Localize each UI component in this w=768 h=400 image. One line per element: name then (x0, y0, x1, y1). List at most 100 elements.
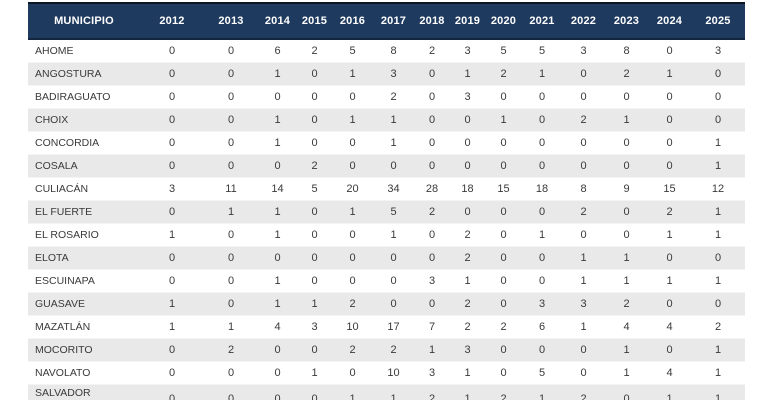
value-cell: 1 (714, 344, 722, 356)
year-column-header: 2021 (522, 2, 562, 40)
value-cell: 0 (227, 160, 235, 172)
value-cell: 0 (349, 367, 356, 379)
value-cell: 2 (390, 91, 397, 103)
municipality-name: MAZATLÁN (35, 321, 91, 333)
value-cell: 2 (390, 344, 397, 356)
value-cell: 0 (349, 91, 356, 103)
municipality-name: CHOIX (35, 114, 69, 126)
value-cell: 8 (580, 183, 587, 195)
value-cell: 0 (623, 393, 630, 400)
value-cell: 1 (349, 206, 356, 218)
value-cell: 5 (311, 183, 318, 195)
value-cell: 2 (623, 298, 630, 310)
municipality-name: GUASAVE (35, 298, 85, 310)
year-column-header: 2012 (140, 2, 204, 40)
value-cell: 0 (623, 137, 630, 149)
year-column-header: 2015 (297, 2, 332, 40)
value-cell: 1 (538, 229, 546, 241)
value-cell: 15 (663, 183, 676, 195)
value-cell: 0 (714, 298, 722, 310)
value-cell: 1 (464, 393, 471, 400)
value-cell: 12 (711, 183, 725, 195)
value-cell: 0 (227, 252, 235, 264)
header-row: MUNICIPIO 2012 2013 2014 2015 2016 2017 2018 201… (28, 2, 745, 40)
value-cell: 0 (580, 137, 587, 149)
value-cell: 3 (580, 45, 587, 57)
value-cell: 2 (227, 344, 235, 356)
value-cell: 2 (349, 344, 356, 356)
year-column-header: 2018 (414, 2, 450, 40)
value-cell: 0 (311, 275, 318, 287)
value-cell: 0 (623, 229, 630, 241)
value-cell: 1 (714, 393, 722, 400)
value-cell: 1 (349, 393, 356, 400)
value-cell: 3 (464, 91, 471, 103)
municipality-name: SALVADOR ALVARADO (35, 387, 91, 400)
year-column-header: 2025 (691, 2, 745, 40)
value-cell: 0 (666, 160, 673, 172)
value-cell: 0 (274, 344, 281, 356)
value-cell: 0 (538, 114, 546, 126)
value-cell: 1 (464, 275, 471, 287)
table-row: ANGOSTURA 0 0 1 0 1 3 0 1 2 1 0 2 1 0 (28, 62, 745, 86)
value-cell: 0 (227, 91, 235, 103)
value-cell: 0 (500, 160, 507, 172)
value-cell: 1 (714, 160, 722, 172)
value-cell: 0 (580, 91, 587, 103)
value-cell: 20 (346, 183, 359, 195)
value-cell: 2 (500, 68, 507, 80)
table-row: GUASAVE 1 0 1 1 2 0 0 2 0 3 3 2 0 0 (28, 292, 745, 316)
value-cell: 1 (227, 206, 235, 218)
municipality-name: AHOME (35, 45, 74, 57)
value-cell: 10 (346, 321, 359, 333)
table-row: SALVADOR ALVARADO 0 0 0 0 1 1 2 1 2 1 2 0 1 1 (28, 384, 745, 400)
value-cell: 0 (538, 160, 546, 172)
year-column-header: 2016 (332, 2, 373, 40)
municipality-name: CULIACÁN (35, 183, 89, 195)
value-cell: 2 (464, 298, 471, 310)
value-cell: 0 (538, 252, 546, 264)
municipality-name: ESCUINAPA (35, 275, 95, 287)
value-cell: 0 (428, 298, 436, 310)
value-cell: 1 (349, 114, 356, 126)
value-cell: 2 (666, 206, 673, 218)
table-row: CULIACÁN 3 11 14 5 20 34 28 18 15 18 8 9 15 12 (28, 178, 745, 201)
value-cell: 3 (464, 344, 471, 356)
value-cell: 2 (428, 45, 436, 57)
value-cell: 0 (580, 367, 587, 379)
value-cell: 3 (390, 68, 397, 80)
value-cell: 1 (714, 275, 722, 287)
municipality-year-table: MUNICIPIO 2012 2013 2014 2015 2016 2017 2018 201… (28, 2, 745, 400)
municipality-name: BADIRAGUATO (35, 91, 111, 103)
value-cell: 6 (274, 45, 281, 57)
municipality-name: EL FUERTE (35, 206, 93, 218)
value-cell: 2 (580, 114, 587, 126)
value-cell: 4 (666, 367, 673, 379)
value-cell: 18 (535, 183, 549, 195)
value-cell: 2 (464, 252, 471, 264)
value-cell: 9 (623, 183, 630, 195)
value-cell: 0 (580, 229, 587, 241)
value-cell: 0 (311, 229, 318, 241)
value-cell: 1 (274, 114, 281, 126)
value-cell: 7 (428, 321, 436, 333)
table-row: CONCORDIA 0 0 1 0 0 1 0 0 0 0 0 0 0 1 (28, 132, 745, 155)
value-cell: 0 (464, 137, 471, 149)
value-cell: 1 (311, 367, 318, 379)
table-row: COSALA 0 0 0 2 0 0 0 0 0 0 0 0 0 1 (28, 154, 745, 178)
value-cell: 2 (428, 393, 436, 400)
value-cell: 0 (580, 344, 587, 356)
value-cell: 4 (666, 321, 673, 333)
value-cell: 1 (623, 252, 630, 264)
value-cell: 3 (428, 367, 436, 379)
table-row: ELOTA 0 0 0 0 0 0 0 2 0 0 1 1 0 0 (28, 246, 745, 270)
value-cell: 0 (227, 45, 235, 57)
table-row: MAZATLÁN 1 1 4 3 10 17 7 2 2 6 1 4 4 2 (28, 316, 745, 339)
value-cell: 2 (349, 298, 356, 310)
table-row: ESCUINAPA 0 0 1 0 0 0 3 1 0 0 1 1 1 1 (28, 270, 745, 293)
value-cell: 1 (580, 321, 587, 333)
value-cell: 0 (168, 206, 176, 218)
value-cell: 1 (714, 206, 722, 218)
value-cell: 0 (428, 68, 436, 80)
value-cell: 0 (274, 367, 281, 379)
